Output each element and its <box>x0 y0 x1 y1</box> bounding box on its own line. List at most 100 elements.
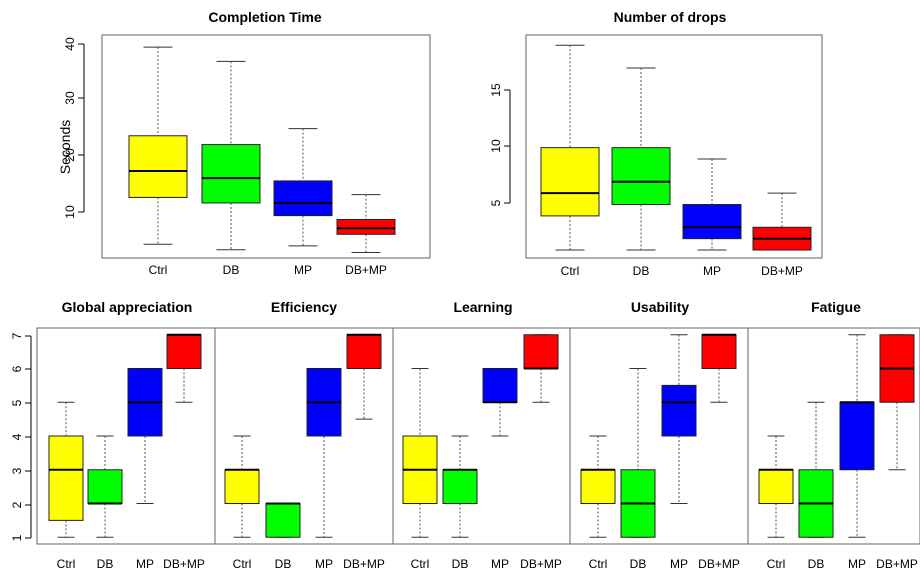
x-category-label: Ctrl <box>767 557 786 571</box>
panel-usability: Usability Ctrl DB MP DB+MP <box>569 299 749 571</box>
x-category-label: Ctrl <box>57 557 76 571</box>
iqr-box <box>265 503 301 538</box>
box-ctrl <box>758 435 794 538</box>
iqr-box <box>682 204 742 240</box>
x-category-label: DB+MP <box>345 263 387 277</box>
x-category-label: DB <box>223 263 240 277</box>
box-ctrl <box>402 368 438 538</box>
x-category-label: DB <box>452 557 469 571</box>
x-category-label: DB+MP <box>761 264 803 278</box>
chart-title: Efficiency <box>271 299 337 315</box>
y-tick-label: 4 <box>10 433 24 440</box>
box-db <box>201 60 261 251</box>
box-db <box>265 502 301 538</box>
box-db-mp <box>336 194 396 253</box>
x-category-label: MP <box>294 263 312 277</box>
iqr-box <box>442 469 478 504</box>
box-mp <box>127 368 163 504</box>
panel-global-appreciation: Global appreciation 1 2 3 4 5 6 7 Ctrl DB MP DB+MP <box>10 299 216 571</box>
y-tick-label: 10 <box>63 205 77 219</box>
panel-learning: Learning Ctrl DB MP DB+MP <box>392 299 571 571</box>
y-axis-label: Seconds <box>57 120 73 174</box>
x-category-label: DB <box>808 557 825 571</box>
x-category-label: Ctrl <box>411 557 430 571</box>
x-category-label: MP <box>848 557 866 571</box>
x-category-label: DB+MP <box>163 557 205 571</box>
iqr-box <box>273 180 333 217</box>
box-mp <box>682 158 742 251</box>
x-category-label: Ctrl <box>589 557 608 571</box>
iqr-box <box>224 469 260 504</box>
box-ctrl <box>580 435 616 538</box>
box-db-mp <box>879 334 915 471</box>
iqr-box <box>128 135 188 198</box>
box-db <box>620 368 656 538</box>
box-db-mp <box>346 333 382 420</box>
y-tick-label: 5 <box>10 399 24 406</box>
y-tick-label: 6 <box>10 365 24 372</box>
iqr-box <box>166 334 202 369</box>
box-db-mp <box>166 333 202 403</box>
box-db <box>798 401 834 538</box>
y-tick-label: 15 <box>489 83 503 97</box>
iqr-box <box>482 368 518 403</box>
box-ctrl <box>48 401 84 538</box>
box-mp <box>306 368 342 538</box>
x-category-label: MP <box>670 557 688 571</box>
iqr-box <box>580 469 616 504</box>
x-category-label: MP <box>703 264 721 278</box>
y-tick-label: 5 <box>489 199 503 206</box>
iqr-box <box>661 384 697 437</box>
box-mp <box>482 368 518 437</box>
iqr-box <box>839 401 875 471</box>
box-mp <box>661 334 697 504</box>
x-category-label: Ctrl <box>149 263 168 277</box>
chart-title: Learning <box>453 299 512 315</box>
iqr-box <box>346 334 382 369</box>
x-category-label: MP <box>491 557 509 571</box>
panel-completion-time: Completion Time 10 20 30 40 Seconds Ctrl DB MP DB… <box>57 9 431 277</box>
y-tick-label: 40 <box>63 37 77 51</box>
box-ctrl <box>128 46 188 245</box>
plot-frame <box>101 34 431 259</box>
box-ctrl <box>540 44 600 251</box>
x-category-label: Ctrl <box>561 264 580 278</box>
y-tick-label: 2 <box>10 501 24 508</box>
y-tick-label: 10 <box>489 139 503 153</box>
chart-title: Global appreciation <box>62 299 193 315</box>
iqr-box <box>201 144 261 204</box>
iqr-box <box>48 435 84 521</box>
box-db <box>611 67 671 251</box>
x-category-label: DB <box>630 557 647 571</box>
panel-fatigue: Fatigue Ctrl DB MP DB+MP <box>747 299 920 571</box>
y-tick-label: 3 <box>10 467 24 474</box>
x-category-label: DB+MP <box>520 557 562 571</box>
chart-title: Usability <box>631 299 690 315</box>
box-db <box>87 435 123 538</box>
y-tick-label: 20 <box>63 148 77 162</box>
plot-frame <box>747 327 920 545</box>
iqr-box <box>336 218 396 235</box>
iqr-box <box>540 147 600 217</box>
iqr-box <box>701 334 737 369</box>
x-category-label: MP <box>315 557 333 571</box>
y-tick-label: 7 <box>10 332 24 339</box>
box-db-mp <box>752 192 812 251</box>
x-category-label: DB <box>97 557 114 571</box>
chart-title: Fatigue <box>811 299 861 315</box>
x-category-label: DB+MP <box>698 557 740 571</box>
iqr-box <box>611 147 671 206</box>
iqr-box <box>87 469 123 504</box>
chart-title: Completion Time <box>208 9 322 25</box>
box-db-mp <box>701 333 737 403</box>
x-category-label: DB+MP <box>876 557 918 571</box>
iqr-box <box>758 469 794 504</box>
x-category-label: DB <box>275 557 292 571</box>
x-category-label: DB+MP <box>343 557 385 571</box>
box-mp <box>839 334 875 538</box>
iqr-box <box>523 334 559 369</box>
box-mp <box>273 128 333 247</box>
x-category-label: DB <box>633 264 650 278</box>
box-db-mp <box>523 334 559 403</box>
